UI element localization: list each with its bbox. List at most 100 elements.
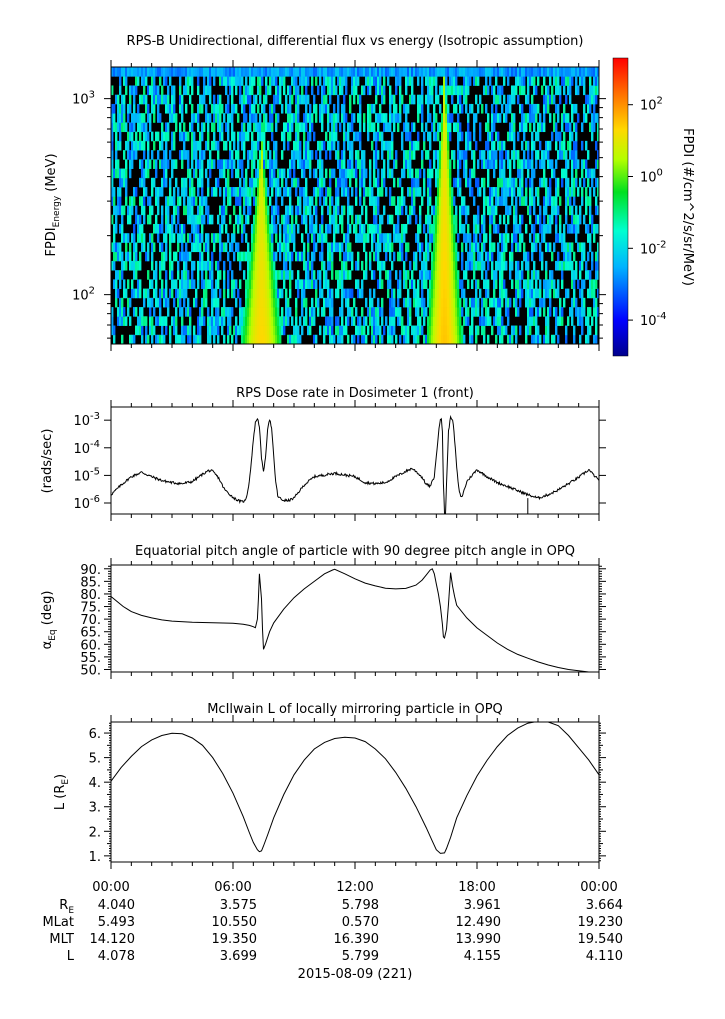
spectrogram-cell <box>119 140 122 151</box>
spectrogram-cell <box>547 223 550 234</box>
spectrogram-cell <box>563 103 566 114</box>
spectrogram-cell <box>267 223 270 234</box>
spectrogram-cell <box>371 103 374 114</box>
spectrogram-cell <box>493 187 496 197</box>
spectrogram-cell <box>517 279 520 289</box>
spectrogram-cell <box>279 76 282 86</box>
spectrogram-cell <box>135 187 138 197</box>
spectrogram-cell <box>273 159 276 169</box>
spectrogram-cell <box>567 187 570 197</box>
spectrogram-cell <box>531 334 534 344</box>
spectrogram-cell <box>411 168 414 179</box>
spectrogram-cell <box>301 325 304 336</box>
spectrogram-cell <box>149 205 152 216</box>
spectrogram-cell <box>227 103 230 114</box>
spectrogram-cell <box>321 177 324 188</box>
spectrogram-cell <box>181 325 184 336</box>
spectrogram-cell <box>161 334 164 344</box>
spectrogram-cell <box>573 270 576 280</box>
spectrogram-cell <box>321 307 324 317</box>
spectrogram-cell <box>525 122 528 133</box>
spectrogram-cell <box>369 223 372 234</box>
spectrogram-cell <box>397 297 400 308</box>
spectrogram-cell <box>321 288 324 299</box>
spectrogram-cell <box>509 177 512 188</box>
spectrogram-cell <box>267 270 270 280</box>
spectrogram-cell <box>581 168 584 179</box>
spectrogram-cell <box>301 233 304 243</box>
spectrogram-cell <box>393 316 396 326</box>
spectrogram-cell <box>321 251 324 262</box>
spectrogram-cell <box>231 168 234 179</box>
spectrogram-cell <box>339 270 342 280</box>
spectrogram-cell <box>443 307 446 317</box>
spectrogram-cell <box>193 214 196 225</box>
spectrogram-cell <box>347 334 350 344</box>
spectrogram-cell <box>159 288 162 299</box>
spectrogram-cell <box>477 76 480 86</box>
spectrogram-cell <box>185 103 188 114</box>
spectrogram-cell <box>379 131 382 142</box>
spectrogram-cell <box>405 67 408 77</box>
spectrogram-cell <box>495 223 498 234</box>
spectrogram-cell <box>207 113 210 123</box>
spectrogram-cell <box>163 334 166 344</box>
spectrogram-cell <box>219 233 222 243</box>
spectrogram-cell <box>507 334 510 344</box>
spectrogram-cell <box>591 168 594 179</box>
spectrogram-cell <box>425 307 428 317</box>
spectrogram-cell <box>547 103 550 114</box>
spectrogram-cell <box>189 67 192 77</box>
spectrogram-cell <box>351 76 354 86</box>
spectrogram-cell <box>399 67 402 77</box>
spectrogram-cell <box>567 67 570 77</box>
spectrogram-cell <box>167 223 170 234</box>
spectrogram-cell <box>567 316 570 326</box>
spectrogram-cell <box>367 122 370 133</box>
spectrogram-cell <box>113 67 116 77</box>
spectrogram-cell <box>463 316 466 326</box>
spectrogram-cell <box>495 270 498 280</box>
spectrogram-cell <box>465 233 468 243</box>
spectrogram-cell <box>247 214 250 225</box>
spectrogram-cell <box>271 297 274 308</box>
dose-title: RPS Dose rate in Dosimeter 1 (front) <box>236 386 474 401</box>
spectrogram-cell <box>535 325 538 336</box>
spectrogram-cell <box>217 140 220 151</box>
spectrogram-cell <box>181 103 184 114</box>
spectrogram-cell <box>373 168 376 179</box>
spectrogram-cell <box>575 260 578 271</box>
spectrogram-cell <box>571 316 574 326</box>
spectrogram-cell <box>295 94 298 105</box>
spectrogram-cell <box>143 168 146 179</box>
spectrogram-cell <box>285 288 288 299</box>
spectrogram-cell <box>523 159 526 169</box>
spectrogram-cell <box>125 260 128 271</box>
spectrogram-cell <box>497 307 500 317</box>
spectrogram-cell <box>427 103 430 114</box>
spectrogram-cell <box>275 122 278 133</box>
spectrogram-cell <box>575 159 578 169</box>
spectrogram-cell <box>179 288 182 299</box>
spectrogram-cell <box>543 223 546 234</box>
spectrogram-cell <box>253 233 256 243</box>
spectrogram-cell <box>373 177 376 188</box>
spectrogram-cell <box>349 307 352 317</box>
dose-ytick-label-base: 10 <box>73 469 90 484</box>
spectrogram-cell <box>463 168 466 179</box>
spectrogram-cell <box>253 325 256 336</box>
spectrogram-cell <box>171 279 174 289</box>
spectrogram-cell <box>127 279 130 289</box>
spectrogram-cell <box>251 334 254 344</box>
spectrogram-cell <box>511 85 514 96</box>
spectrogram-cell <box>409 316 412 326</box>
spectrogram-cell <box>451 297 454 308</box>
spectrogram-cell <box>209 150 212 160</box>
spectrogram-cell <box>291 334 294 344</box>
spectrogram-cell <box>279 325 282 336</box>
spectrogram-cell <box>169 260 172 271</box>
spectrogram-cell <box>243 270 246 280</box>
spectrogram-cell <box>441 307 444 317</box>
spectrogram-cell <box>521 168 524 179</box>
spectrogram-cell <box>177 187 180 197</box>
